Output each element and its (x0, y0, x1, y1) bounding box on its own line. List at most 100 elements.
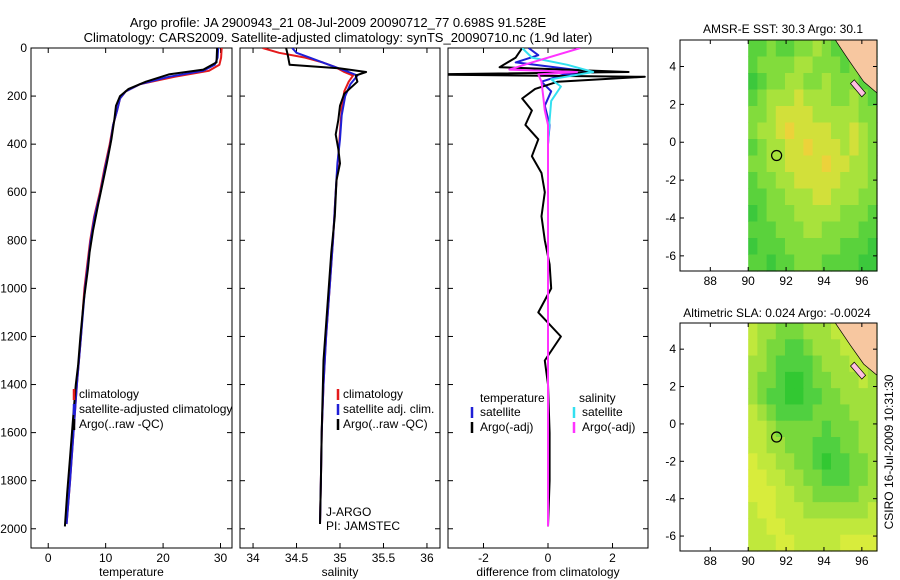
heatmap-cell (766, 122, 777, 140)
heatmap-cell (812, 437, 823, 454)
heatmap-cell (748, 56, 758, 74)
heatmap-cell (784, 404, 795, 422)
annotation-text: J-ARGO (326, 505, 371, 519)
heatmap-cell (794, 534, 804, 552)
series-line-salinity-argo (508, 48, 581, 527)
heatmap-cell (794, 485, 804, 503)
heatmap-cell (831, 122, 841, 140)
heatmap-cell (766, 40, 777, 58)
heatmap-cell (821, 323, 832, 340)
x-tick-label: 90 (742, 274, 756, 288)
heatmap-cell (840, 485, 850, 503)
heatmap-cell (867, 188, 878, 206)
heatmap-cell (840, 122, 850, 140)
y-tick-label: 1200 (0, 329, 27, 343)
heatmap-cell (849, 469, 860, 487)
heatmap-cell (775, 437, 786, 454)
heatmap-cell (794, 238, 804, 256)
heatmap-cell (748, 437, 758, 454)
heatmap-cell (766, 371, 777, 389)
y-tick-label: 1600 (0, 426, 27, 440)
heatmap-cell (821, 502, 832, 520)
island-patch (850, 79, 867, 98)
heatmap-cell (794, 453, 804, 471)
y-tick-label: 1800 (0, 474, 27, 488)
heatmap-cell (757, 205, 768, 223)
heatmap-cell (849, 139, 860, 157)
x-tick-label: 20 (156, 551, 170, 565)
heatmap-cell (748, 323, 758, 340)
heatmap-cell (812, 323, 823, 340)
heatmap-cell (794, 188, 804, 206)
heatmap-cell (821, 106, 832, 124)
heatmap-cell (821, 122, 832, 140)
heatmap-cell (757, 155, 768, 173)
legend-label: satellite adj. clim. (343, 402, 434, 416)
y-tick-label: 2 (669, 380, 676, 394)
heatmap-cell (849, 238, 860, 256)
y-tick-label: 2000 (0, 522, 27, 536)
plot-frame (30, 47, 233, 549)
heatmap-cell (803, 485, 814, 503)
heatmap-cell (831, 73, 841, 91)
x-axis-label: difference from climatology (476, 565, 619, 579)
heatmap-cell (840, 518, 850, 536)
heatmap-cell (867, 139, 878, 157)
legend-title: temperature (480, 391, 545, 405)
heatmap-cell (803, 355, 814, 373)
heatmap-cell (775, 420, 786, 438)
heatmap-cell (858, 502, 869, 520)
heatmap-cell (794, 469, 804, 487)
heatmap-cell (766, 534, 777, 552)
heatmap-cell (757, 56, 768, 74)
heatmap-cell (831, 518, 841, 536)
x-tick-label: 96 (855, 274, 869, 288)
heatmap-cell (858, 420, 869, 438)
y-tick-label: -2 (665, 173, 676, 187)
heatmap-cell (831, 453, 841, 471)
heatmap-cell (831, 155, 841, 173)
heatmap-cell (858, 404, 869, 422)
heatmap-cell (858, 172, 869, 190)
heatmap-cell (867, 122, 878, 140)
heatmap-cell (794, 205, 804, 223)
heatmap-cell (794, 518, 804, 536)
heatmap-cell (803, 404, 814, 422)
profile-location-marker (771, 431, 783, 443)
heatmap-cell (867, 485, 878, 503)
heatmap-cell (812, 485, 823, 503)
heatmap-cell (849, 420, 860, 438)
heatmap-cell (858, 388, 869, 406)
heatmap-cell (849, 453, 860, 471)
heatmap-cell (757, 40, 768, 58)
heatmap-cell (748, 40, 758, 58)
heatmap-cell (766, 518, 777, 536)
heatmap-cell (775, 469, 786, 487)
heatmap-cell (803, 534, 814, 552)
heatmap-cell (757, 420, 768, 438)
heatmap-cell (766, 73, 777, 91)
heatmap-cell (840, 56, 850, 74)
legend-label: satellite (582, 405, 623, 419)
heatmap-cell (821, 89, 832, 107)
heatmap-cell (748, 172, 758, 190)
heatmap-cell (803, 172, 814, 190)
heatmap-cell (803, 437, 814, 454)
profile-location-marker (771, 149, 783, 162)
heatmap-cell (803, 371, 814, 389)
x-tick-label: 35 (333, 551, 347, 565)
x-tick-label: 0 (45, 551, 52, 565)
heatmap-cell (821, 238, 832, 256)
heatmap-cell (794, 172, 804, 190)
heatmap-cell (794, 371, 804, 389)
heatmap-cell (766, 323, 777, 340)
heatmap-cell (757, 371, 768, 389)
heatmap-cell (821, 155, 832, 173)
heatmap-cell (803, 453, 814, 471)
legend-label: Argo(..raw -QC) (79, 417, 164, 431)
heatmap-cell (757, 238, 768, 256)
heatmap-cell (766, 172, 777, 190)
heatmap-cell (757, 221, 768, 239)
heatmap-cell (867, 254, 878, 272)
heatmap-cell (858, 122, 869, 140)
